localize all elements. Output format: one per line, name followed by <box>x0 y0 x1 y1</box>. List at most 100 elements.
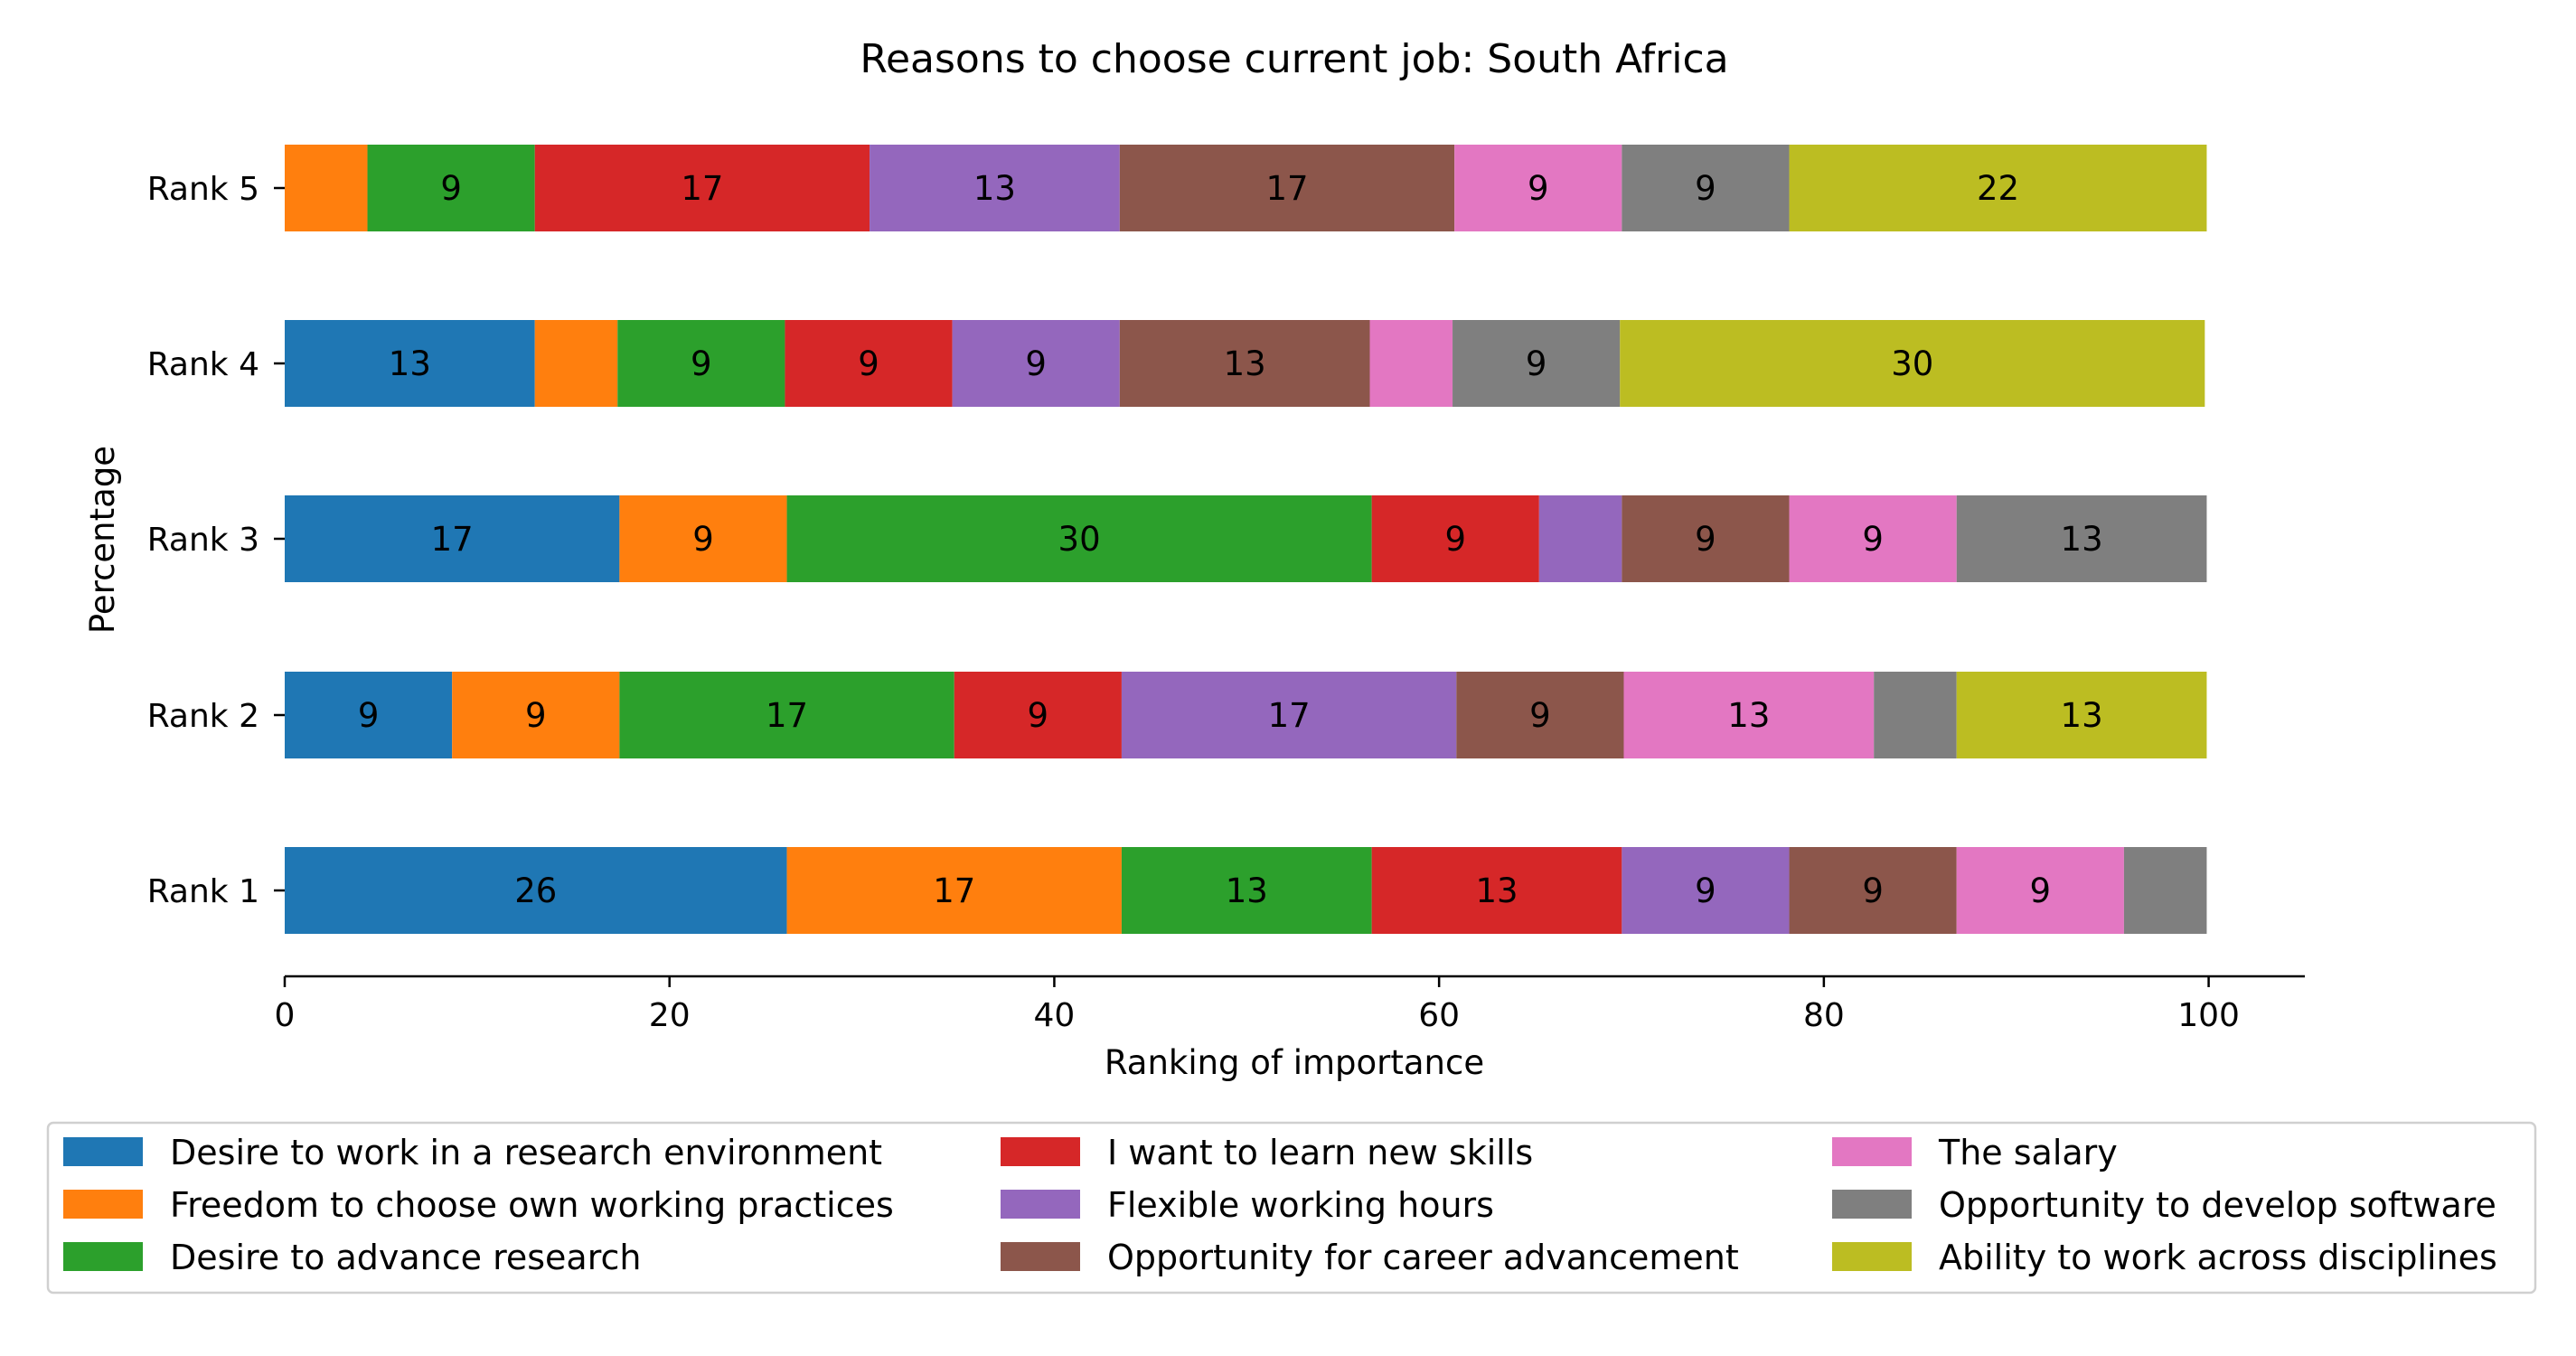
bar-segment <box>285 495 620 582</box>
bar-segment <box>1789 495 1957 582</box>
bar-value-label: 9 <box>1526 344 1547 383</box>
bar-value-label: 13 <box>973 169 1016 208</box>
bar-segment <box>954 672 1122 758</box>
y-axis: Rank 1 Rank 2 Rank 3 Rank 4 Rank 5 <box>147 171 285 910</box>
bar-segment <box>285 145 368 231</box>
bar-segment <box>1453 320 1621 407</box>
bar-segment <box>1623 672 1875 758</box>
bar-segment <box>285 847 787 934</box>
bar-segment <box>1538 495 1622 582</box>
bar-value-label: 9 <box>1529 696 1551 735</box>
bar-segment <box>1369 320 1453 407</box>
x-tick-label: 80 <box>1803 997 1845 1034</box>
bar-value-label: 26 <box>514 871 557 910</box>
bar-value-label: 17 <box>1265 169 1308 208</box>
bar-value-label: 9 <box>692 520 714 559</box>
bar-segment <box>1371 847 1622 934</box>
bar-value-label: 9 <box>358 696 380 735</box>
bar-value-label: 13 <box>1226 871 1268 910</box>
x-tick-label: 0 <box>275 997 296 1034</box>
bar-value-label: 9 <box>1862 871 1884 910</box>
bar-segment <box>1874 672 1957 758</box>
bar-value-label: 17 <box>1268 696 1311 735</box>
y-tick-label: Rank 4 <box>147 346 259 383</box>
legend-frame <box>46 1121 2537 1295</box>
bar-segment <box>1121 672 1457 758</box>
bar-segment <box>2123 847 2207 934</box>
bar-segment <box>619 495 787 582</box>
bar-labels-group: 26 17 13 13 9 9 9 9 9 17 9 17 9 13 13 17 9 30 9 9 9 13 13 9 9 9 13… <box>358 169 2103 910</box>
x-tick-label: 40 <box>1034 997 1076 1034</box>
bar-value-label: 17 <box>681 169 723 208</box>
bar-value-label: 17 <box>431 520 474 559</box>
bar-value-label: 13 <box>1727 696 1770 735</box>
bars-group <box>285 145 2207 934</box>
legend-label: Freedom to choose own working practices <box>170 1185 894 1225</box>
bar-value-label: 30 <box>1058 520 1101 559</box>
bar-value-label: 9 <box>1695 169 1716 208</box>
bar-value-label: 9 <box>1695 520 1716 559</box>
y-tick-label: Rank 3 <box>147 522 259 559</box>
bar-value-label: 9 <box>1528 169 1549 208</box>
legend: Desire to work in a research environment… <box>46 1121 2537 1295</box>
bar-segment <box>285 672 453 758</box>
bar-value-label: 17 <box>766 696 808 735</box>
bar-value-label: 13 <box>2061 520 2103 559</box>
legend-swatch <box>1001 1190 1080 1219</box>
bar-segment <box>786 495 1372 582</box>
legend-label: Flexible working hours <box>1107 1185 1494 1225</box>
legend-swatch <box>1832 1137 1912 1166</box>
x-axis: 0 20 40 60 80 100 <box>275 975 2305 1034</box>
x-tick-label: 60 <box>1418 997 1460 1034</box>
bar-segment <box>1371 495 1539 582</box>
bar-segment <box>1456 672 1624 758</box>
bar-segment <box>1956 847 2124 934</box>
x-tick-label: 100 <box>2177 997 2240 1034</box>
bar-segment <box>619 672 954 758</box>
legend-label: Opportunity for career advancement <box>1107 1238 1739 1277</box>
bar-segment <box>785 320 953 407</box>
bar-value-label: 17 <box>933 871 975 910</box>
bar-value-label: 13 <box>1224 344 1266 383</box>
legend-label: I want to learn new skills <box>1107 1133 1533 1172</box>
legend-label: Desire to work in a research environment <box>170 1133 882 1172</box>
bar-value-label: 9 <box>691 344 712 383</box>
bar-value-label: 13 <box>389 344 431 383</box>
chart-title: Reasons to choose current job: South Afr… <box>860 36 1728 82</box>
bar-value-label: 13 <box>2061 696 2103 735</box>
legend-label: The salary <box>1938 1133 2118 1172</box>
bar-value-label: 13 <box>1475 871 1518 910</box>
bar-value-label: 9 <box>1862 520 1884 559</box>
bar-segment <box>952 320 1120 407</box>
bar-segment <box>786 847 1122 934</box>
bar-segment <box>1454 145 1622 231</box>
bar-segment <box>1622 145 1790 231</box>
bar-value-label: 30 <box>1891 344 1933 383</box>
legend-swatch <box>63 1190 143 1219</box>
bar-value-label: 9 <box>858 344 879 383</box>
bar-value-label: 22 <box>1977 169 2019 208</box>
bar-segment <box>534 320 618 407</box>
y-axis-label: Percentage <box>83 446 122 634</box>
bar-segment <box>1622 847 1790 934</box>
bar-segment <box>1119 320 1370 407</box>
bar-value-label: 9 <box>1695 871 1716 910</box>
bar-value-label: 9 <box>1028 696 1049 735</box>
x-axis-label: Ranking of importance <box>1105 1043 1484 1082</box>
legend-swatch <box>63 1137 143 1166</box>
x-tick-label: 20 <box>649 997 691 1034</box>
legend-label: Opportunity to develop software <box>1939 1185 2496 1225</box>
bar-segment <box>1620 320 2205 407</box>
bar-segment <box>1119 145 1455 231</box>
legend-swatch <box>1832 1242 1912 1271</box>
bar-segment <box>285 320 535 407</box>
bar-value-label: 9 <box>1444 520 1466 559</box>
bar-segment <box>1789 145 2207 231</box>
legend-swatch <box>1001 1242 1080 1271</box>
legend-swatch <box>1832 1190 1912 1219</box>
legend-swatch <box>63 1242 143 1271</box>
bar-segment <box>1622 495 1790 582</box>
bar-value-label: 9 <box>2030 871 2052 910</box>
legend-label: Ability to work across disciplines <box>1939 1238 2497 1277</box>
